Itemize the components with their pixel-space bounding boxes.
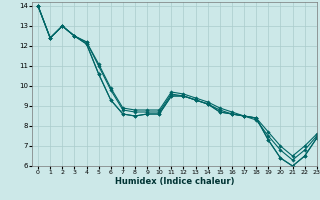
X-axis label: Humidex (Indice chaleur): Humidex (Indice chaleur) <box>115 177 234 186</box>
